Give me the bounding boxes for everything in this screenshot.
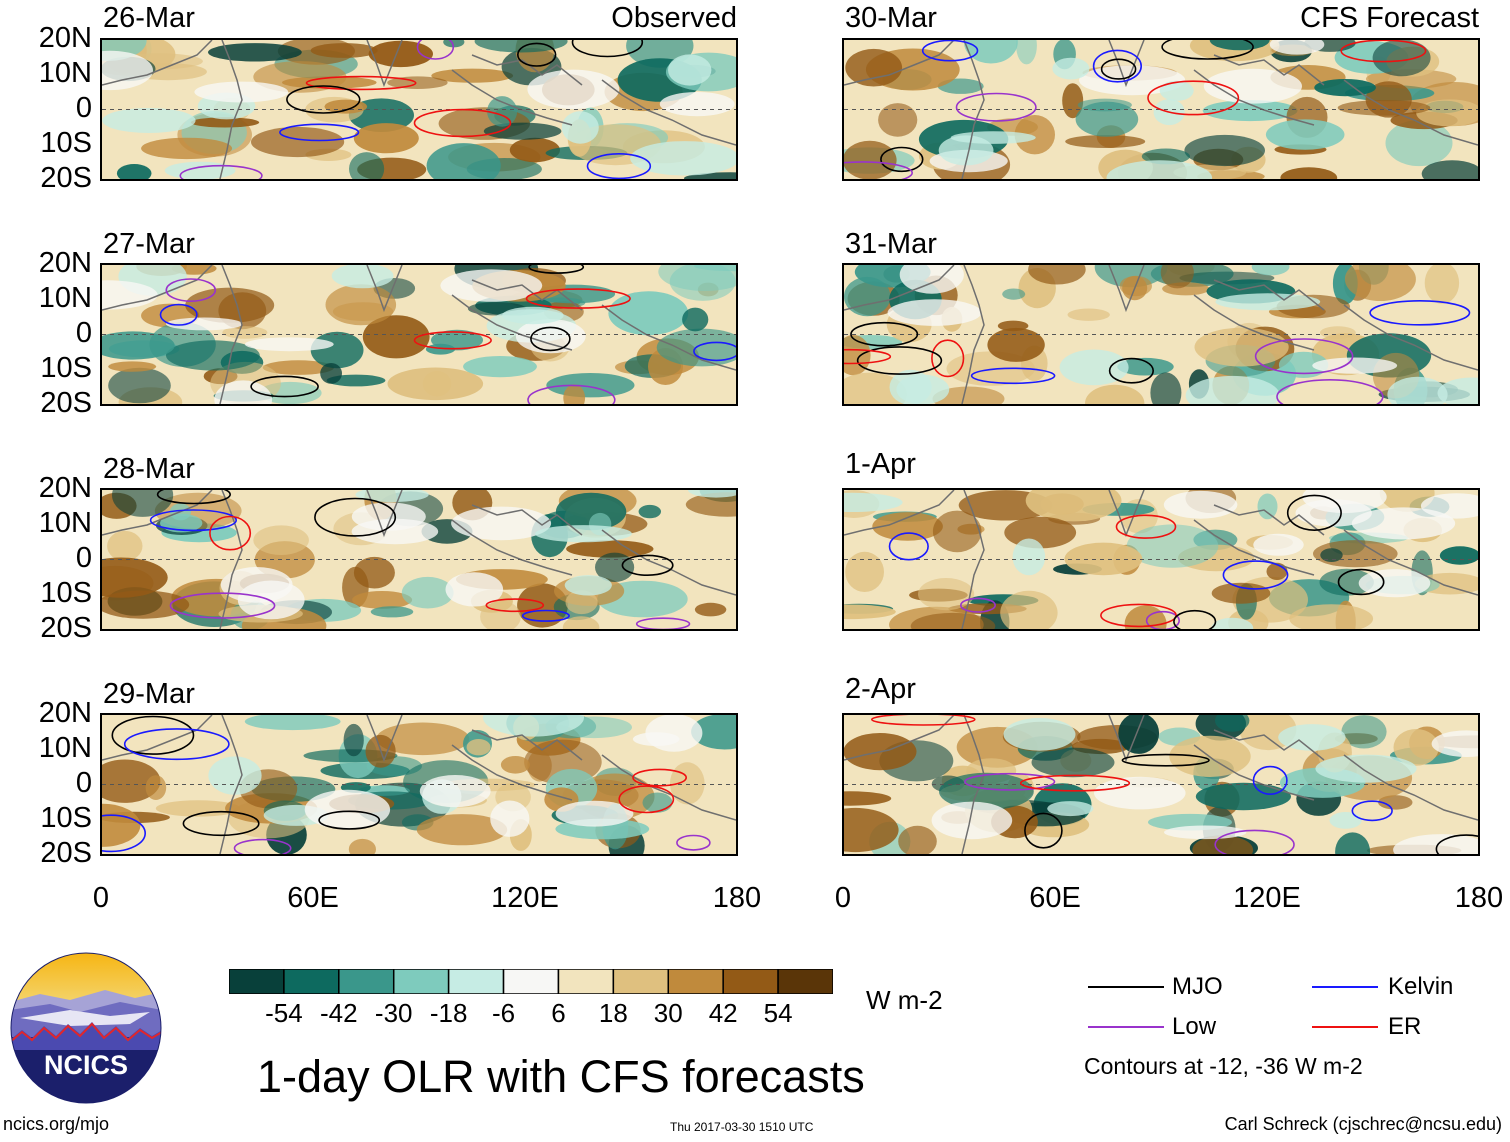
column-header-observed: Observed (611, 2, 737, 34)
lat-label-row2-10n: 10N (38, 282, 92, 314)
lon-label-right-180: 180 (1454, 882, 1504, 914)
panel-date-fcst-1: 30-Mar (845, 2, 937, 34)
legend-label-kelvin: Kelvin (1388, 973, 1454, 1000)
colorbar-label: 18 (598, 998, 628, 1028)
main-title: 1-day OLR with CFS forecasts (257, 1051, 865, 1102)
map-panel-obs-3 (100, 488, 738, 631)
colorbar-swatch (392, 968, 450, 995)
colorbar-swatch (557, 968, 615, 995)
legend-label-low: Low (1172, 1013, 1217, 1040)
lat-label-row1-10n: 10N (38, 57, 92, 89)
colorbar-swatch (667, 968, 724, 995)
map-panel-fcst-2 (842, 263, 1480, 406)
lon-label-left-120e: 120E (491, 882, 559, 914)
panel-date-obs-4: 29-Mar (103, 678, 195, 710)
colorbar-label: 30 (653, 998, 683, 1028)
map-panel-fcst-1 (842, 38, 1480, 181)
map-panel-obs-4 (100, 713, 738, 856)
ncics-logo: NCICS (10, 952, 162, 1104)
colorbar-swatch (777, 968, 834, 995)
colorbar-swatch (612, 968, 670, 995)
colorbar-label: -6 (491, 998, 516, 1028)
colorbar-units: W m-2 (866, 985, 943, 1015)
map-panel-fcst-4 (842, 713, 1480, 856)
panel-date-obs-3: 28-Mar (103, 453, 195, 485)
lat-label-row4-20n: 20N (38, 697, 92, 729)
map-panel-obs-2 (100, 263, 738, 406)
lat-label-row1-20s: 20S (40, 162, 92, 194)
panel-date-fcst-4: 2-Apr (845, 673, 916, 705)
lon-label-left-0: 0 (92, 882, 110, 914)
legend-label-mjo: MJO (1172, 973, 1223, 1000)
footer-credit: Carl Schreck (cjschrec@ncsu.edu) (1224, 1114, 1502, 1134)
lat-label-row4-10s: 10S (40, 802, 92, 834)
lat-label-row4-10n: 10N (38, 732, 92, 764)
map-panel-obs-1 (100, 38, 738, 181)
legend: MJO Kelvin Low ER (1088, 973, 1488, 1073)
lat-label-row4-20s: 20S (40, 837, 92, 869)
colorbar (228, 968, 834, 995)
footer-timestamp: Thu 2017-03-30 1510 UTC (670, 1120, 814, 1134)
lat-label-row3-20s: 20S (40, 612, 92, 644)
colorbar-label: 54 (763, 998, 793, 1028)
colorbar-swatch (228, 968, 285, 995)
lat-label-row3-0: 0 (75, 542, 92, 574)
lon-label-right-120e: 120E (1233, 882, 1301, 914)
column-header-cfs-forecast: CFS Forecast (1300, 2, 1479, 34)
map-panel-fcst-3 (842, 488, 1480, 631)
lon-label-left-60e: 60E (287, 882, 339, 914)
panel-date-obs-1: 26-Mar (103, 2, 195, 34)
colorbar-label: -54 (265, 998, 303, 1028)
legend-label-er: ER (1388, 1013, 1422, 1040)
lat-label-row2-20s: 20S (40, 387, 92, 419)
lat-label-row3-20n: 20N (38, 472, 92, 504)
colorbar-label: -42 (320, 998, 358, 1028)
lat-label-row3-10n: 10N (38, 507, 92, 539)
panel-date-fcst-2: 31-Mar (845, 228, 937, 260)
lat-label-row1-0: 0 (75, 92, 92, 124)
lat-label-row1-20n: 20N (38, 22, 92, 54)
panel-date-fcst-3: 1-Apr (845, 448, 916, 480)
lat-label-row2-0: 0 (75, 317, 92, 349)
panel-date-obs-2: 27-Mar (103, 228, 195, 260)
lon-label-left-180: 180 (712, 882, 762, 914)
lon-label-right-0: 0 (834, 882, 852, 914)
colorbar-swatch (447, 968, 505, 995)
lat-label-row1-10s: 10S (40, 127, 92, 159)
logo-text: NCICS (44, 1050, 128, 1080)
footer-url[interactable]: ncics.org/mjo (3, 1114, 110, 1134)
colorbar-swatch (722, 968, 779, 995)
lon-label-right-60e: 60E (1029, 882, 1081, 914)
colorbar-swatch (502, 968, 560, 995)
colorbar-label: -18 (429, 998, 468, 1028)
lat-label-row3-10s: 10S (40, 577, 92, 609)
colorbar-label: -30 (374, 998, 413, 1028)
colorbar-label: 6 (551, 998, 566, 1028)
lat-label-row2-20n: 20N (38, 247, 92, 279)
lat-label-row4-0: 0 (75, 767, 92, 799)
colorbar-swatch (283, 968, 340, 995)
colorbar-label: 42 (708, 998, 738, 1028)
colorbar-swatch (338, 968, 395, 995)
legend-contour-note: Contours at -12, -36 W m-2 (1084, 1053, 1363, 1079)
lat-label-row2-10s: 10S (40, 352, 92, 384)
